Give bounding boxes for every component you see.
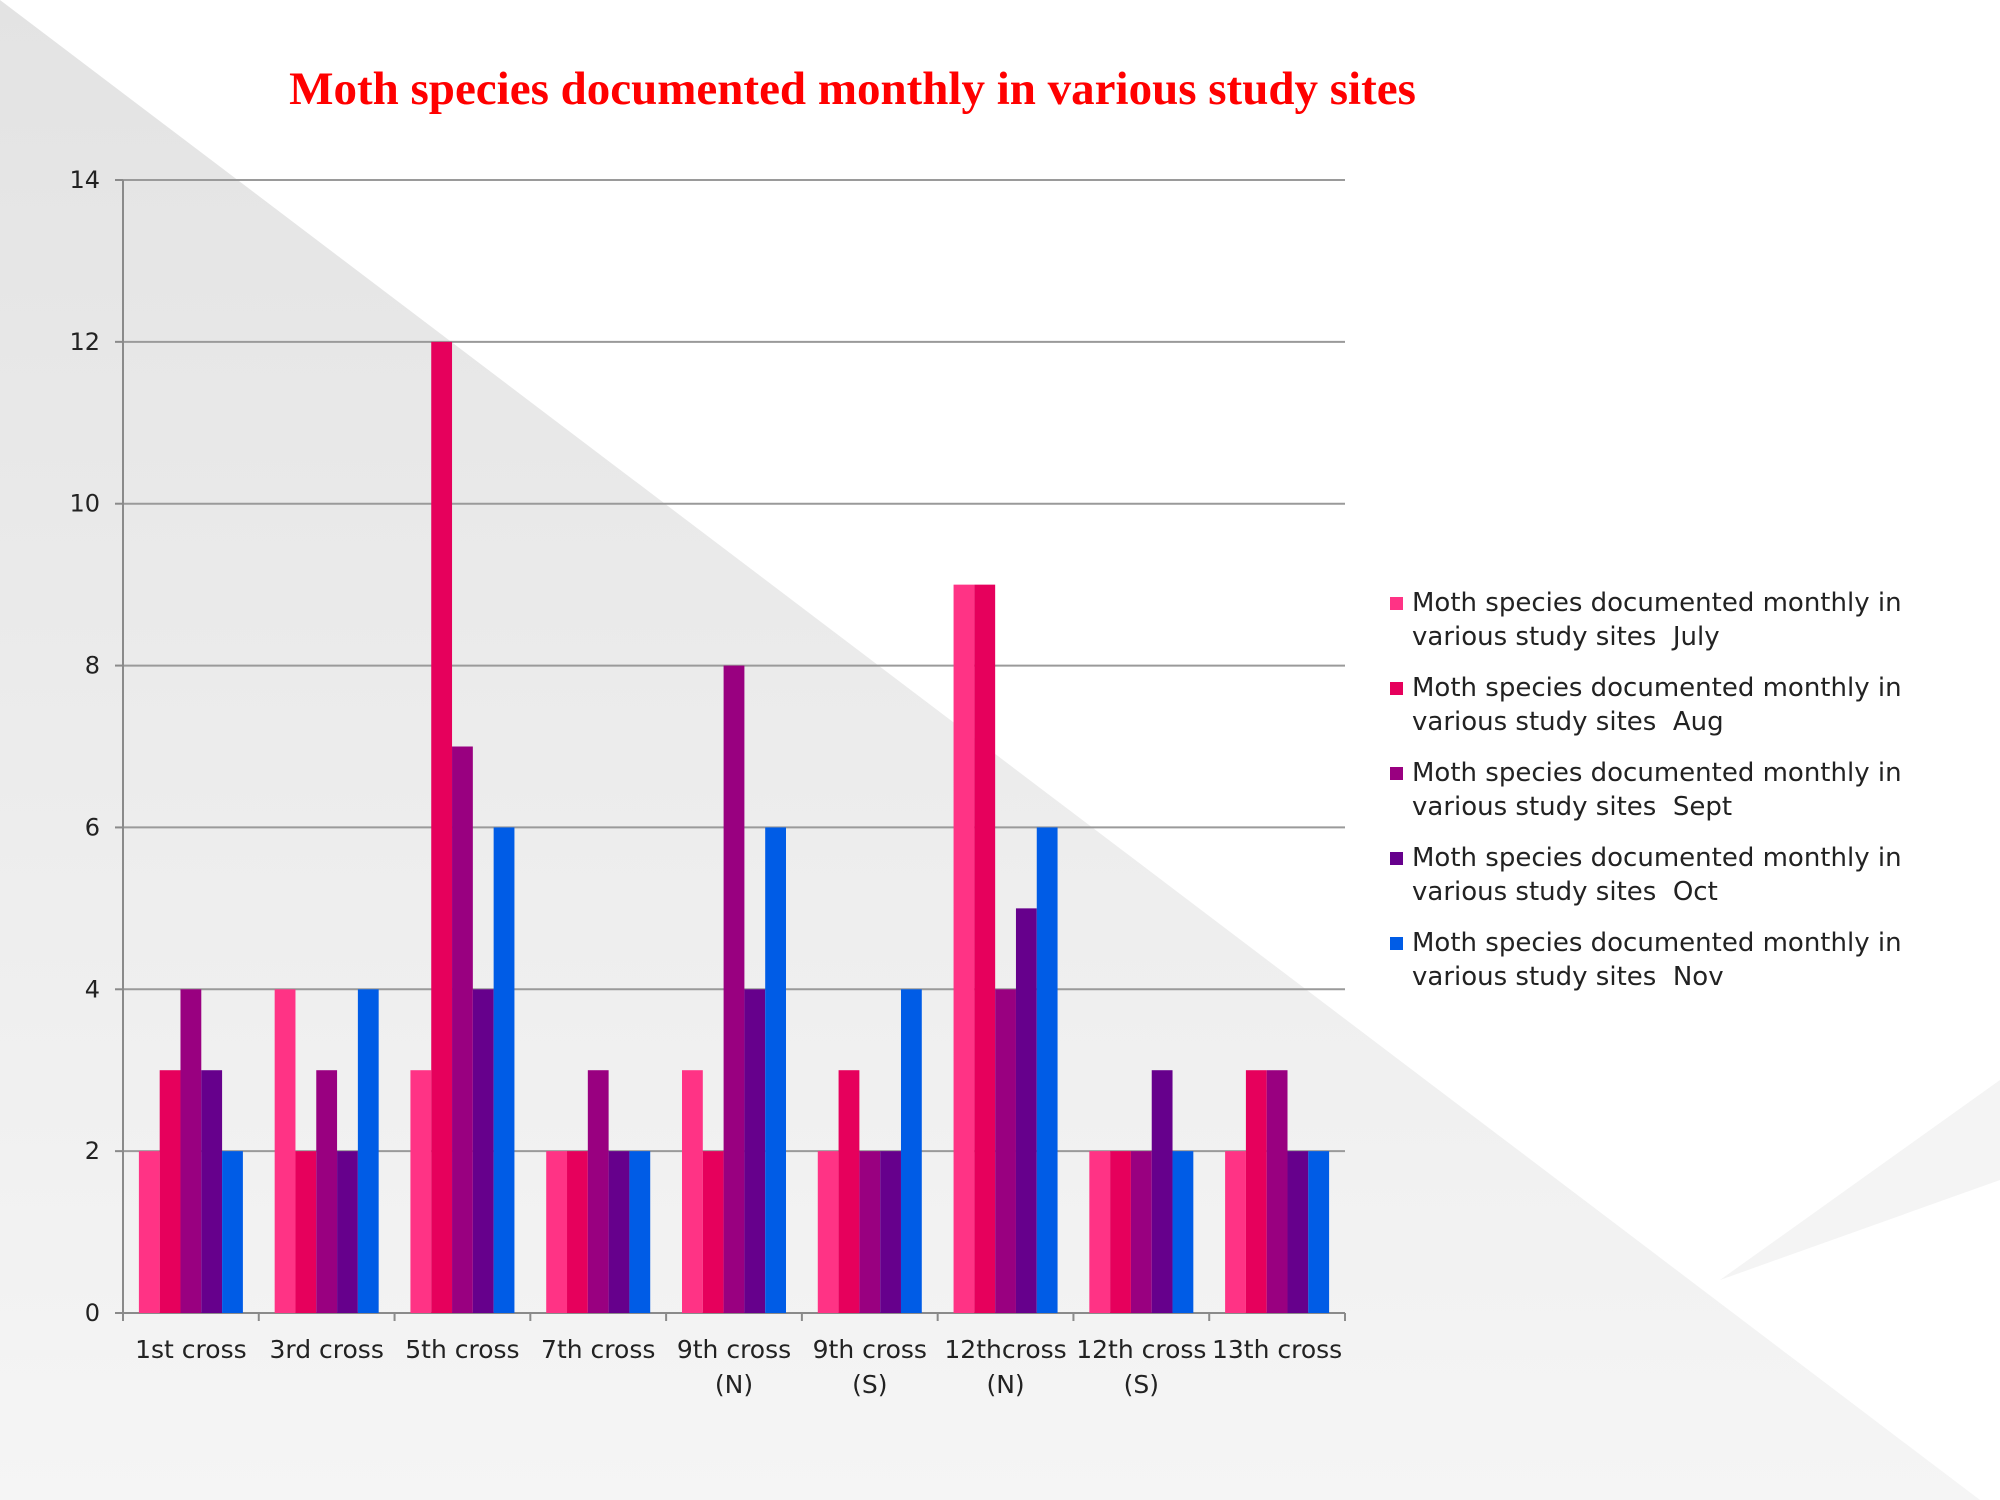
y-tick-label: 2	[85, 1137, 100, 1165]
legend-label: Moth species documented monthly in	[1412, 758, 1902, 788]
x-category-label: 13th cross	[1212, 1335, 1342, 1364]
x-category-label: (S)	[1124, 1370, 1159, 1399]
bar	[629, 1151, 651, 1313]
bar	[817, 1151, 839, 1313]
legend-label: various study sites July	[1412, 622, 1720, 652]
legend-label: various study sites Oct	[1412, 877, 1718, 907]
bar	[1130, 1151, 1152, 1313]
bar	[953, 584, 975, 1313]
legend-swatch	[1390, 937, 1403, 950]
legend-swatch	[1390, 852, 1403, 865]
bar	[493, 827, 515, 1313]
bar	[1245, 1070, 1267, 1313]
bar	[1110, 1151, 1131, 1313]
legend-swatch	[1390, 597, 1403, 610]
legend-item: Moth species documented monthly in variou…	[1388, 586, 1948, 654]
y-tick-label: 6	[85, 813, 100, 841]
bar	[587, 1070, 609, 1313]
bars	[138, 341, 1330, 1313]
bar	[410, 1070, 432, 1313]
bar	[1089, 1151, 1111, 1313]
bar	[859, 1151, 881, 1313]
x-category-label: (S)	[852, 1370, 887, 1399]
legend-swatch	[1390, 682, 1403, 695]
bar	[1015, 908, 1037, 1313]
bar	[1172, 1151, 1194, 1313]
bar	[180, 989, 202, 1313]
background-corner-shape	[1720, 1080, 2000, 1280]
x-category-label: 12thcross	[944, 1335, 1066, 1364]
legend-swatch	[1390, 767, 1403, 780]
legend: Moth species documented monthly in variou…	[1388, 586, 1948, 1011]
bar	[995, 989, 1016, 1313]
legend-label: Moth species documented monthly in	[1412, 673, 1902, 703]
bar	[838, 1070, 860, 1313]
y-tick-label: 14	[69, 166, 100, 194]
x-category-label: 3rd cross	[269, 1335, 383, 1364]
bar	[274, 989, 296, 1313]
legend-label: various study sites Aug	[1412, 707, 1724, 737]
legend-item: Moth species documented monthly in variou…	[1388, 756, 1948, 824]
bar	[765, 827, 786, 1313]
bar	[452, 746, 473, 1313]
legend-item: Moth species documented monthly in variou…	[1388, 671, 1948, 739]
legend-label: various study sites Nov	[1412, 962, 1724, 992]
axis-labels: 0 2 4 6 8 10 12 14 1st cross 3rd cross 5th cross 7t…	[69, 166, 1342, 1399]
x-category-label: 5th cross	[405, 1335, 519, 1364]
bar	[138, 1151, 160, 1313]
x-category-label: 9th cross	[677, 1335, 791, 1364]
bar	[1308, 1151, 1330, 1313]
bar	[744, 989, 766, 1313]
bar	[472, 989, 494, 1313]
x-category-label: 7th cross	[541, 1335, 655, 1364]
legend-label: Moth species documented monthly in	[1412, 588, 1902, 618]
y-tick-label: 0	[85, 1299, 100, 1327]
bar	[567, 1151, 588, 1313]
bar	[546, 1151, 568, 1313]
bar	[222, 1151, 243, 1313]
bar	[1225, 1151, 1246, 1313]
bar	[702, 1151, 724, 1313]
bar	[431, 341, 453, 1313]
bar	[159, 1070, 181, 1313]
bar	[1287, 1151, 1309, 1313]
bar	[1151, 1070, 1173, 1313]
x-category-label: (N)	[715, 1370, 753, 1399]
bar	[682, 1070, 703, 1313]
bar	[337, 1151, 358, 1313]
x-category-label: 1st cross	[135, 1335, 247, 1364]
legend-item: Moth species documented monthly in variou…	[1388, 926, 1948, 994]
y-tick-label: 10	[69, 490, 100, 518]
bar	[1036, 827, 1058, 1313]
legend-label: various study sites Sept	[1412, 792, 1733, 822]
bar	[201, 1070, 223, 1313]
bar	[900, 989, 922, 1313]
legend-label: Moth species documented monthly in	[1412, 928, 1902, 958]
x-category-label: 12th cross	[1076, 1335, 1206, 1364]
y-tick-label: 8	[85, 652, 100, 680]
bar	[974, 584, 996, 1313]
bar	[295, 1151, 317, 1313]
bar	[357, 989, 379, 1313]
x-category-label: 9th cross	[813, 1335, 927, 1364]
y-tick-label: 12	[69, 328, 100, 356]
legend-item: Moth species documented monthly in variou…	[1388, 841, 1948, 909]
bar	[316, 1070, 338, 1313]
bar	[880, 1151, 901, 1313]
x-category-label: (N)	[986, 1370, 1024, 1399]
bar	[608, 1151, 630, 1313]
chart-title: Moth species documented monthly in vario…	[289, 63, 1416, 115]
bar	[1266, 1070, 1288, 1313]
legend-label: Moth species documented monthly in	[1412, 843, 1902, 873]
y-tick-label: 4	[85, 975, 100, 1003]
bar	[723, 665, 745, 1313]
